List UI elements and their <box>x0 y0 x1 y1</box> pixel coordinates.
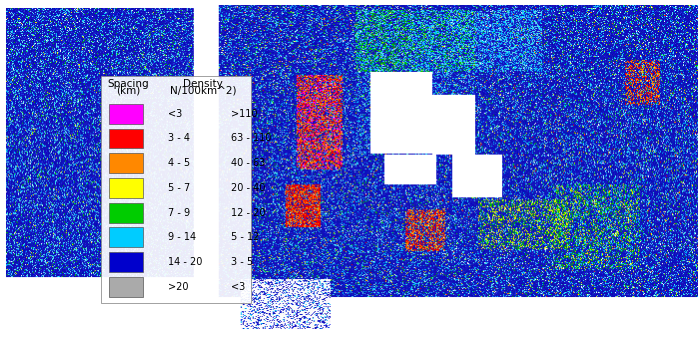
Text: Density: Density <box>183 79 223 89</box>
Text: N/100km^2): N/100km^2) <box>170 85 237 95</box>
FancyBboxPatch shape <box>109 104 143 124</box>
Text: 5 - 7: 5 - 7 <box>169 183 190 193</box>
Text: 3 - 4: 3 - 4 <box>169 134 190 144</box>
FancyBboxPatch shape <box>109 178 143 198</box>
Text: 14 - 20: 14 - 20 <box>169 257 203 267</box>
Text: 4 - 5: 4 - 5 <box>169 158 190 168</box>
Text: <3: <3 <box>169 109 183 119</box>
Text: 20 - 40: 20 - 40 <box>231 183 265 193</box>
FancyBboxPatch shape <box>109 252 143 272</box>
Text: 40 - 63: 40 - 63 <box>231 158 265 168</box>
Text: >110: >110 <box>231 109 258 119</box>
Text: 12 - 20: 12 - 20 <box>231 208 266 218</box>
Text: (km): (km) <box>116 85 141 95</box>
FancyBboxPatch shape <box>101 76 251 303</box>
FancyBboxPatch shape <box>109 203 143 223</box>
Text: 3 - 5: 3 - 5 <box>231 257 253 267</box>
FancyBboxPatch shape <box>109 227 143 247</box>
Text: 9 - 14: 9 - 14 <box>169 233 197 243</box>
FancyBboxPatch shape <box>109 129 143 148</box>
Text: >20: >20 <box>169 282 189 292</box>
Text: 5 - 12: 5 - 12 <box>231 233 260 243</box>
Text: 7 - 9: 7 - 9 <box>169 208 190 218</box>
Text: Spacing: Spacing <box>108 79 149 89</box>
Text: <3: <3 <box>231 282 246 292</box>
FancyBboxPatch shape <box>109 277 143 297</box>
FancyBboxPatch shape <box>109 153 143 173</box>
Text: 63 - 110: 63 - 110 <box>231 134 272 144</box>
